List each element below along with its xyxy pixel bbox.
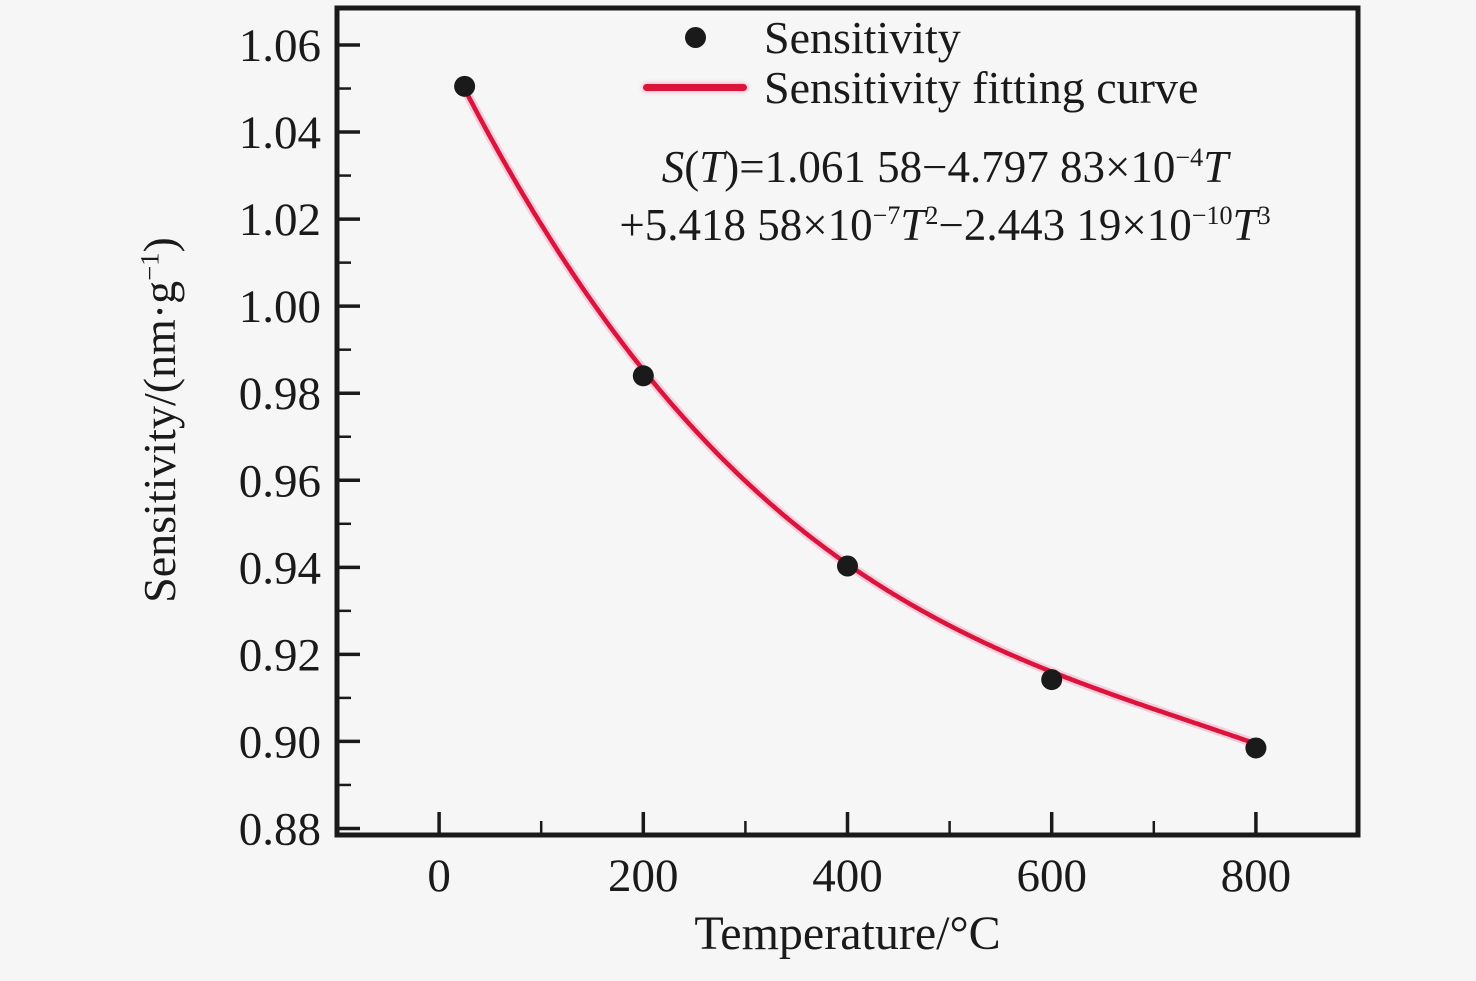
data-point bbox=[1245, 737, 1267, 759]
eq-var: T bbox=[699, 142, 725, 192]
y-tick-label: 1.00 bbox=[239, 281, 321, 333]
eq-exponent: 2 bbox=[925, 201, 939, 230]
y-axis-title-exponent: −1 bbox=[134, 252, 165, 281]
x-axis-title-text: Temperature/°C bbox=[694, 907, 1001, 960]
y-tick-label: 0.92 bbox=[239, 629, 321, 681]
legend-marker-cell bbox=[640, 83, 750, 91]
plot-frame bbox=[334, 5, 1361, 838]
eq-text: )=1.061 58−4.797 83×10 bbox=[724, 142, 1176, 192]
y-tick-label: 1.04 bbox=[239, 107, 321, 159]
x-tick-label: 0 bbox=[427, 850, 451, 902]
eq-var: T bbox=[1203, 142, 1229, 192]
eq-var: T bbox=[1232, 200, 1258, 250]
data-point bbox=[454, 75, 476, 97]
fit-equation-line-2: +5.418 58×10−7T2−2.443 19×10−10T3 bbox=[520, 196, 1370, 254]
fit-equation: S(T)=1.061 58−4.797 83×10−4T +5.418 58×1… bbox=[520, 138, 1370, 254]
line-marker-icon bbox=[643, 83, 747, 91]
data-point bbox=[837, 555, 858, 577]
scatter-marker-icon bbox=[684, 26, 706, 48]
eq-exponent: −10 bbox=[1191, 201, 1233, 230]
legend: Sensitivity Sensitivity fitting curve bbox=[640, 11, 1199, 113]
legend-label: Sensitivity fitting curve bbox=[764, 61, 1199, 113]
eq-exponent: −4 bbox=[1175, 143, 1204, 172]
x-tick-label: 800 bbox=[1221, 850, 1292, 902]
y-tick-label: 0.90 bbox=[239, 716, 321, 768]
eq-var: T bbox=[900, 200, 926, 250]
eq-text: +5.418 58×10 bbox=[619, 200, 873, 250]
x-tick-label: 400 bbox=[812, 850, 883, 902]
eq-text: −2.443 19×10 bbox=[938, 200, 1192, 250]
eq-exponent: −7 bbox=[872, 201, 901, 230]
data-point bbox=[1041, 669, 1063, 691]
fit-equation-line-1: S(T)=1.061 58−4.797 83×10−4T bbox=[520, 138, 1370, 196]
y-tick-label: 0.96 bbox=[239, 455, 321, 507]
y-tick-label: 0.94 bbox=[239, 542, 321, 594]
y-axis-title-text: ) bbox=[134, 237, 185, 253]
x-tick-label: 200 bbox=[608, 850, 679, 902]
legend-item-sensitivity: Sensitivity bbox=[640, 11, 1198, 63]
y-tick-label: 0.88 bbox=[239, 803, 321, 855]
y-tick-label: 1.06 bbox=[239, 20, 321, 72]
eq-text: ( bbox=[684, 142, 700, 192]
legend-marker-cell bbox=[640, 26, 750, 48]
eq-exponent: 3 bbox=[1257, 201, 1271, 230]
eq-var: S bbox=[661, 142, 685, 192]
legend-label: Sensitivity bbox=[764, 11, 961, 63]
y-axis-title-text: Sensitivity/(nm·g bbox=[134, 280, 185, 603]
y-axis-title: Sensitivity/(nm·g−1) bbox=[132, 0, 188, 870]
x-axis-title: Temperature/°C bbox=[337, 906, 1358, 961]
data-point bbox=[632, 365, 654, 387]
y-tick-label: 0.98 bbox=[239, 368, 321, 420]
y-tick-label: 1.02 bbox=[239, 194, 321, 246]
fitting-curve bbox=[462, 86, 1259, 747]
x-tick-label: 600 bbox=[1016, 850, 1087, 902]
legend-item-fitting-curve: Sensitivity fitting curve bbox=[640, 61, 1199, 113]
